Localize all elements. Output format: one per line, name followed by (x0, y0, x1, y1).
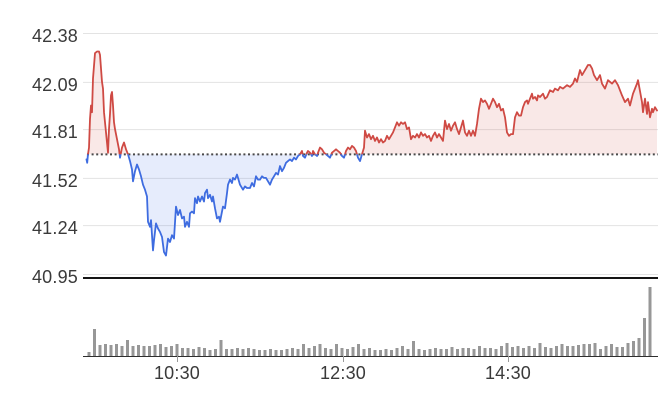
y-axis-tick-label: 42.09 (31, 74, 78, 95)
y-axis-tick-label: 41.24 (31, 218, 78, 239)
x-axis-tick-label: 12:30 (319, 363, 367, 383)
price-line-below (85, 154, 363, 257)
y-axis-tick-label: 42.38 (31, 26, 78, 46)
gridlines (83, 33, 658, 275)
price-line-above (87, 50, 658, 155)
y-axis-tick-label: 41.81 (31, 122, 78, 143)
x-axis-tick-marks (177, 356, 509, 362)
price-area-below-fill (86, 154, 362, 256)
volume-bars (87, 287, 652, 356)
y-axis-tick-label: 40.95 (31, 267, 78, 287)
y-axis-tick-label: 41.52 (31, 170, 78, 191)
x-axis-tick-label: 10:30 (153, 363, 201, 383)
x-axis-tick-label: 14:30 (484, 363, 532, 383)
